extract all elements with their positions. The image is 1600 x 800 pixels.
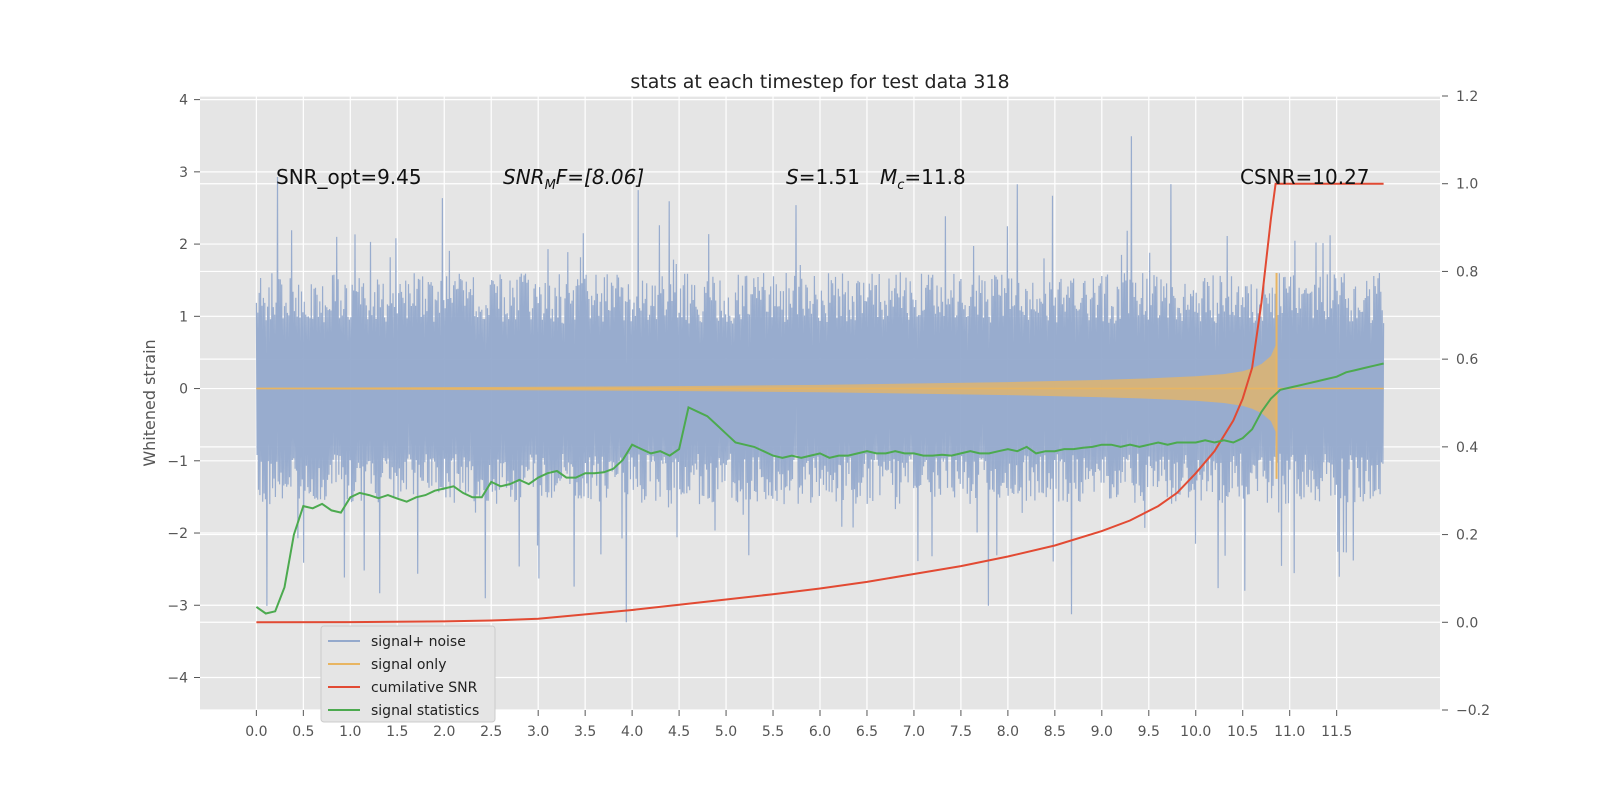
x-tick-label: 10.5 [1227, 724, 1258, 740]
y-tick-label: −4 [167, 670, 188, 686]
y2-tick-label: 0.2 [1456, 528, 1478, 544]
chart-title: stats at each timestep for test data 318 [630, 71, 1009, 93]
legend-label-signal-statistics: signal statistics [371, 703, 479, 719]
annotation-snr-mf: SNRMF=[8.06] [503, 165, 644, 193]
annotation-snr-mf-suffix: F=[8.06] [556, 165, 644, 189]
x-tick-label: 3.0 [527, 724, 549, 740]
annotations: SNR_opt=9.45 SNRMF=[8.06] S=1.51 Mc=11.8… [276, 165, 1370, 193]
x-tick-label: 2.5 [480, 724, 502, 740]
legend-label-signal-noise: signal+ noise [371, 634, 466, 650]
y-tick-label: 1 [179, 309, 188, 325]
x-axis-ticks: 0.0 0.5 1.0 1.5 2.0 2.5 3.0 3.5 4.0 4.5 5.0 5.5 6.0 6… [245, 710, 1352, 740]
y-tick-label: 4 [179, 93, 188, 109]
x-tick-label: 8.5 [1044, 724, 1066, 740]
annotation-snr-mf-sub: M [545, 178, 556, 193]
signal-statistics-line [255, 362, 1384, 615]
x-tick-label: 6.5 [856, 724, 878, 740]
cumilative-snr-line [256, 182, 1384, 624]
x-tick-label: 4.5 [668, 724, 690, 740]
x-tick-label: 11.0 [1274, 724, 1305, 740]
annotation-mc-sub: c [897, 178, 904, 193]
annotation-snr-opt: SNR_opt=9.45 [276, 165, 422, 189]
y2-tick-label: 0.0 [1456, 615, 1478, 631]
annotation-csnr: CSNR=10.27 [1240, 165, 1370, 189]
y-tick-label: 2 [179, 237, 188, 253]
series-signal-only [256, 272, 1384, 479]
x-tick-label: 5.5 [762, 724, 784, 740]
legend-label-signal-only: signal only [371, 657, 446, 673]
x-tick-label: 5.0 [715, 724, 737, 740]
y2-tick-label: 0.4 [1456, 440, 1478, 456]
x-tick-label: 0.0 [245, 724, 267, 740]
annotation-s-val: =1.51 [799, 165, 860, 189]
annotation-mc-var: M [880, 165, 897, 189]
x-tick-label: 7.0 [903, 724, 925, 740]
y-tick-label: 3 [179, 165, 188, 181]
y-axis-label: Whitened strain [140, 339, 159, 466]
y-tick-label: −2 [167, 526, 188, 542]
legend-box [320, 625, 496, 723]
legend: signal+ noise signal only cumilative SNR… [320, 625, 496, 723]
series-signal-statistics [255, 362, 1384, 615]
series-signal-noise [255, 136, 1385, 623]
x-tick-label: 7.5 [950, 724, 972, 740]
x-tick-label: 3.5 [574, 724, 596, 740]
x-tick-label: 1.0 [339, 724, 361, 740]
x-tick-label: 11.5 [1321, 724, 1352, 740]
x-tick-label: 10.0 [1180, 724, 1211, 740]
annotation-snr-mf-prefix: SNR [503, 165, 545, 189]
x-tick-label: 6.0 [809, 724, 831, 740]
annotation-s: S=1.51 [786, 165, 860, 189]
x-tick-label: 1.5 [386, 724, 408, 740]
y2-tick-label: 0.6 [1456, 352, 1478, 368]
y2-tick-label: 1.2 [1456, 89, 1478, 105]
y-axis-ticks: 4 3 2 1 0 −1 −2 −3 −4 [167, 93, 200, 686]
y2-tick-label: 0.8 [1456, 264, 1478, 280]
x-tick-label: 8.0 [997, 724, 1019, 740]
x-tick-label: 0.5 [292, 724, 314, 740]
x-tick-label: 9.5 [1138, 724, 1160, 740]
y2-axis-ticks: 1.2 1.0 0.8 0.6 0.4 0.2 0.0 −0.2 [1442, 89, 1490, 719]
x-tick-label: 4.0 [621, 724, 643, 740]
y2-tick-label: −0.2 [1456, 703, 1490, 719]
x-tick-label: 2.0 [433, 724, 455, 740]
x-tick-label: 9.0 [1091, 724, 1113, 740]
annotation-mc-val: =11.8 [904, 165, 965, 189]
y2-tick-label: 1.0 [1456, 177, 1478, 193]
y-tick-label: −3 [167, 598, 188, 614]
annotation-mc: Mc=11.8 [880, 165, 966, 193]
y-tick-label: −1 [167, 454, 188, 470]
legend-label-cumilative-snr: cumilative SNR [371, 680, 478, 696]
signal-noise-line [255, 136, 1385, 623]
annotation-s-var: S [786, 165, 799, 189]
y-tick-label: 0 [179, 382, 188, 398]
series-cumilative-snr [256, 182, 1384, 624]
